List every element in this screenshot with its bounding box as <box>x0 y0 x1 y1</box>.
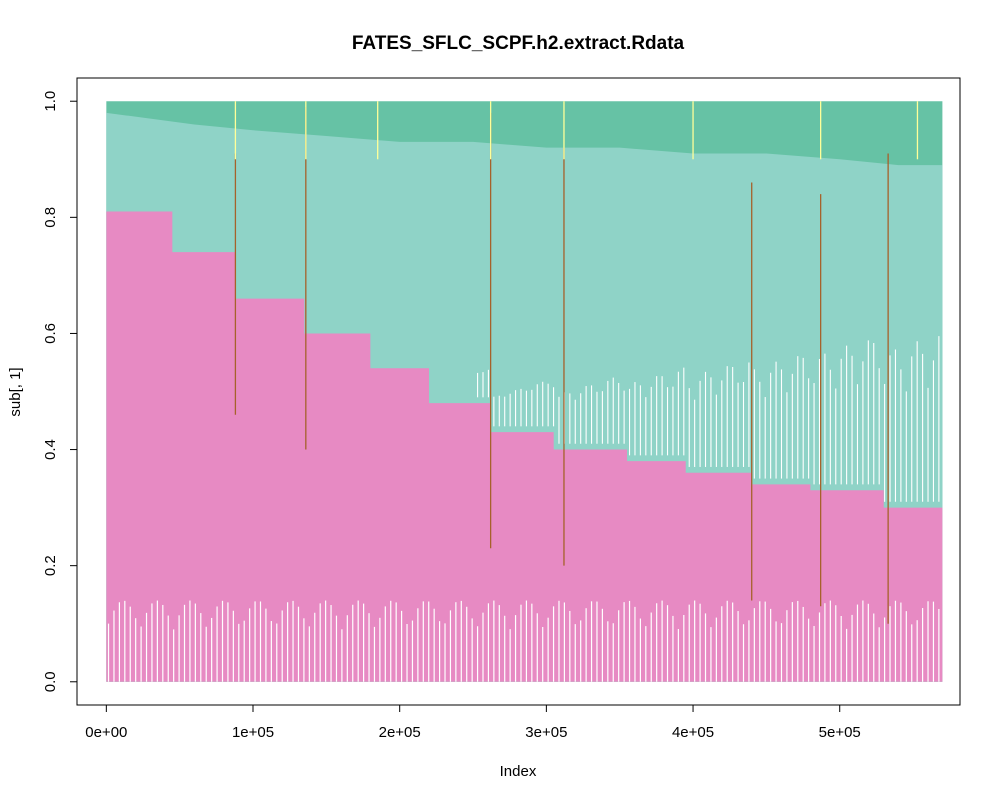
x-tick-label: 2e+05 <box>379 724 421 741</box>
y-tick-label: 1.0 <box>42 91 59 112</box>
x-axis-label: Index <box>500 763 537 780</box>
y-axis-label: sub[, 1] <box>7 367 24 416</box>
series-area-0 <box>106 211 943 682</box>
y-tick-label: 0.8 <box>42 207 59 228</box>
chart-title: FATES_SFLC_SCPF.h2.extract.Rdata <box>352 33 685 54</box>
y-tick-label: 0.0 <box>42 671 59 692</box>
x-tick-label: 3e+05 <box>525 724 567 741</box>
x-tick-label: 4e+05 <box>672 724 714 741</box>
y-tick-label: 0.6 <box>42 323 59 344</box>
x-tick-label: 0e+00 <box>85 724 127 741</box>
x-tick-label: 1e+05 <box>232 724 274 741</box>
x-tick-label: 5e+05 <box>819 724 861 741</box>
y-tick-label: 0.2 <box>42 555 59 576</box>
y-tick-label: 0.4 <box>42 439 59 460</box>
